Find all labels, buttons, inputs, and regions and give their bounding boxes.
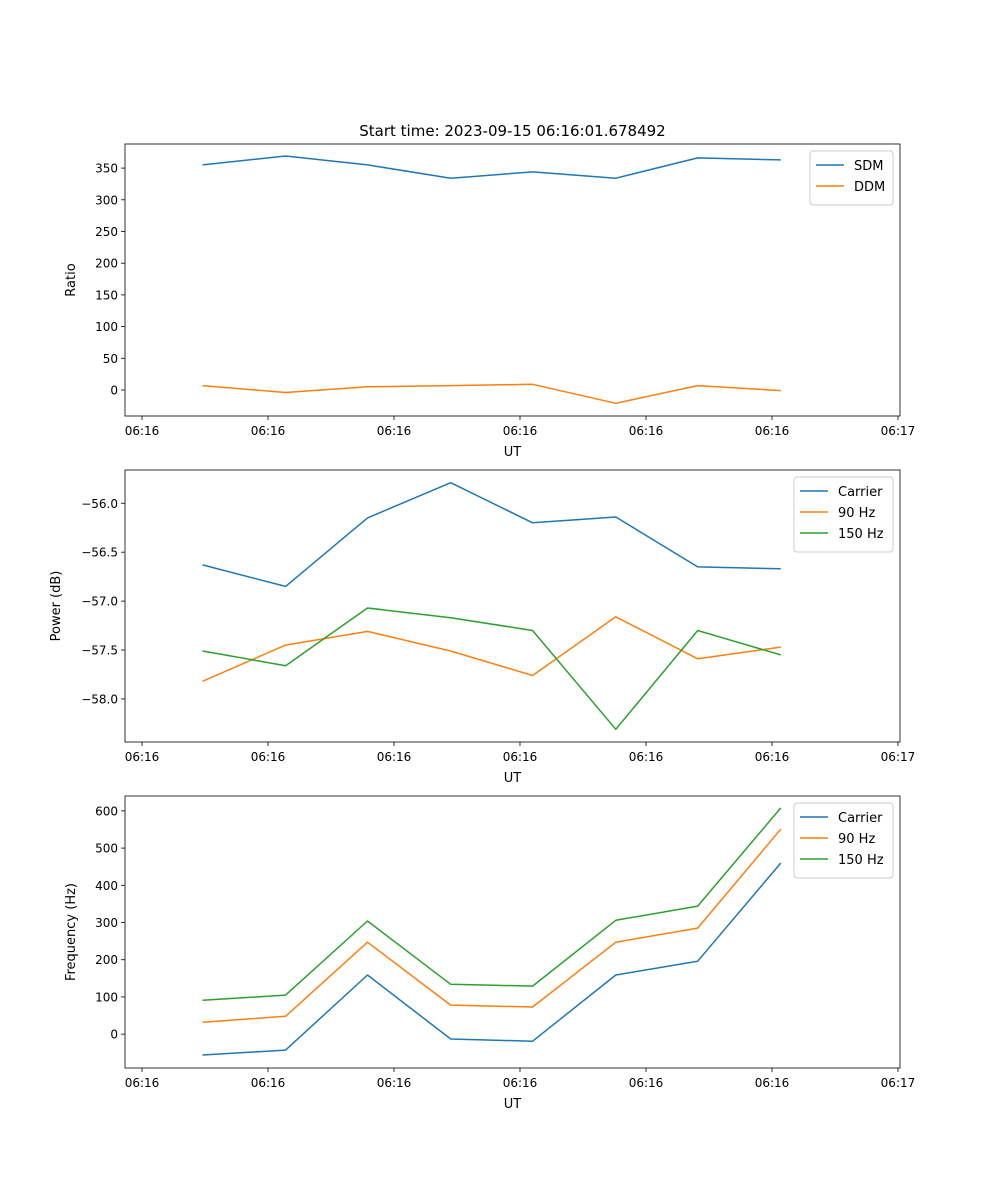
x-tick-label: 06:16 <box>251 424 286 438</box>
y-tick-label: 500 <box>95 842 118 856</box>
x-tick-label: 06:16 <box>125 750 160 764</box>
legend: Carrier 90 Hz 150 Hz <box>793 802 894 879</box>
x-axis-label: UT <box>504 771 522 786</box>
x-tick-label: 06:16 <box>125 1076 160 1090</box>
series-line-90-hz <box>202 616 781 682</box>
subplot-3: 06:16 06:16 06:16 06:16 06:16 06:16 06:17 UT 0 10… <box>64 795 916 1112</box>
legend-label: Carrier <box>838 811 883 826</box>
y-tick-label: 0 <box>110 384 118 398</box>
y-tick-label: 100 <box>95 990 118 1004</box>
x-tick-label: 06:16 <box>251 750 286 764</box>
legend-label: SDM <box>854 159 883 174</box>
x-tick-label: 06:16 <box>629 1076 664 1090</box>
series-line-sdm <box>202 155 781 179</box>
legend-label: Carrier <box>838 485 883 500</box>
y-axis-label: Ratio <box>64 263 79 296</box>
y-tick-label: −58.0 <box>81 692 118 706</box>
legend-label: DDM <box>854 180 885 195</box>
y-axis-label: Frequency (Hz) <box>64 883 79 981</box>
axes-frame <box>124 143 901 417</box>
legend-label: 90 Hz <box>838 832 875 847</box>
series-line-150-hz <box>202 807 782 1002</box>
y-tick-label: 150 <box>95 288 118 302</box>
legend-label: 150 Hz <box>838 853 884 868</box>
y-tick-label: −57.0 <box>81 595 118 609</box>
y-tick-label: −56.0 <box>81 497 118 511</box>
y-tick-label: 100 <box>95 320 118 334</box>
x-tick-label: 06:16 <box>629 750 664 764</box>
series-line-carrier <box>202 481 781 588</box>
y-tick-label: 400 <box>95 879 118 893</box>
y-tick-label: 200 <box>95 953 118 967</box>
x-tick-label: 06:16 <box>503 424 538 438</box>
x-tick-label: 06:16 <box>125 424 160 438</box>
series-line-150-hz <box>202 607 782 731</box>
x-tick-label: 06:17 <box>881 424 916 438</box>
chart-title: Start time: 2023-09-15 06:16:01.678492 <box>359 122 665 140</box>
x-tick-label: 06:16 <box>377 750 412 764</box>
x-tick-label: 06:16 <box>503 1076 538 1090</box>
legend-label: 150 Hz <box>838 527 884 542</box>
x-tick-label: 06:16 <box>503 750 538 764</box>
x-tick-label: 06:16 <box>629 424 664 438</box>
series-line-90-hz <box>202 828 782 1023</box>
y-tick-label: 300 <box>95 193 118 207</box>
x-tick-label: 06:16 <box>755 1076 790 1090</box>
subplot-2: 06:16 06:16 06:16 06:16 06:16 06:16 06:17 UT −58… <box>49 469 916 786</box>
y-tick-label: 600 <box>95 804 118 818</box>
legend-label: 90 Hz <box>838 506 875 521</box>
series-line-carrier <box>202 862 782 1056</box>
y-tick-label: −57.5 <box>81 644 118 658</box>
axes-frame <box>124 469 901 743</box>
y-tick-label: 300 <box>95 916 118 930</box>
x-tick-label: 06:16 <box>755 750 790 764</box>
subplot-1: Start time: 2023-09-15 06:16:01.678492 06… <box>64 122 915 460</box>
legend: Carrier 90 Hz 150 Hz <box>793 476 894 553</box>
y-tick-label: 50 <box>103 352 118 366</box>
x-tick-label: 06:16 <box>755 424 790 438</box>
x-tick-label: 06:17 <box>881 750 916 764</box>
y-tick-label: 250 <box>95 225 118 239</box>
series-line-ddm <box>202 383 781 405</box>
x-tick-label: 06:17 <box>881 1076 916 1090</box>
y-tick-label: −56.5 <box>81 546 118 560</box>
x-tick-label: 06:16 <box>377 424 412 438</box>
x-tick-label: 06:16 <box>377 1076 412 1090</box>
y-axis-label: Power (dB) <box>49 571 64 642</box>
legend: SDM DDM <box>809 150 894 206</box>
x-axis-label: UT <box>504 445 522 460</box>
axes-frame <box>124 795 901 1069</box>
y-tick-label: 0 <box>110 1028 118 1042</box>
x-tick-label: 06:16 <box>251 1076 286 1090</box>
y-tick-label: 350 <box>95 162 118 176</box>
x-axis-label: UT <box>504 1097 522 1112</box>
y-tick-label: 200 <box>95 257 118 271</box>
